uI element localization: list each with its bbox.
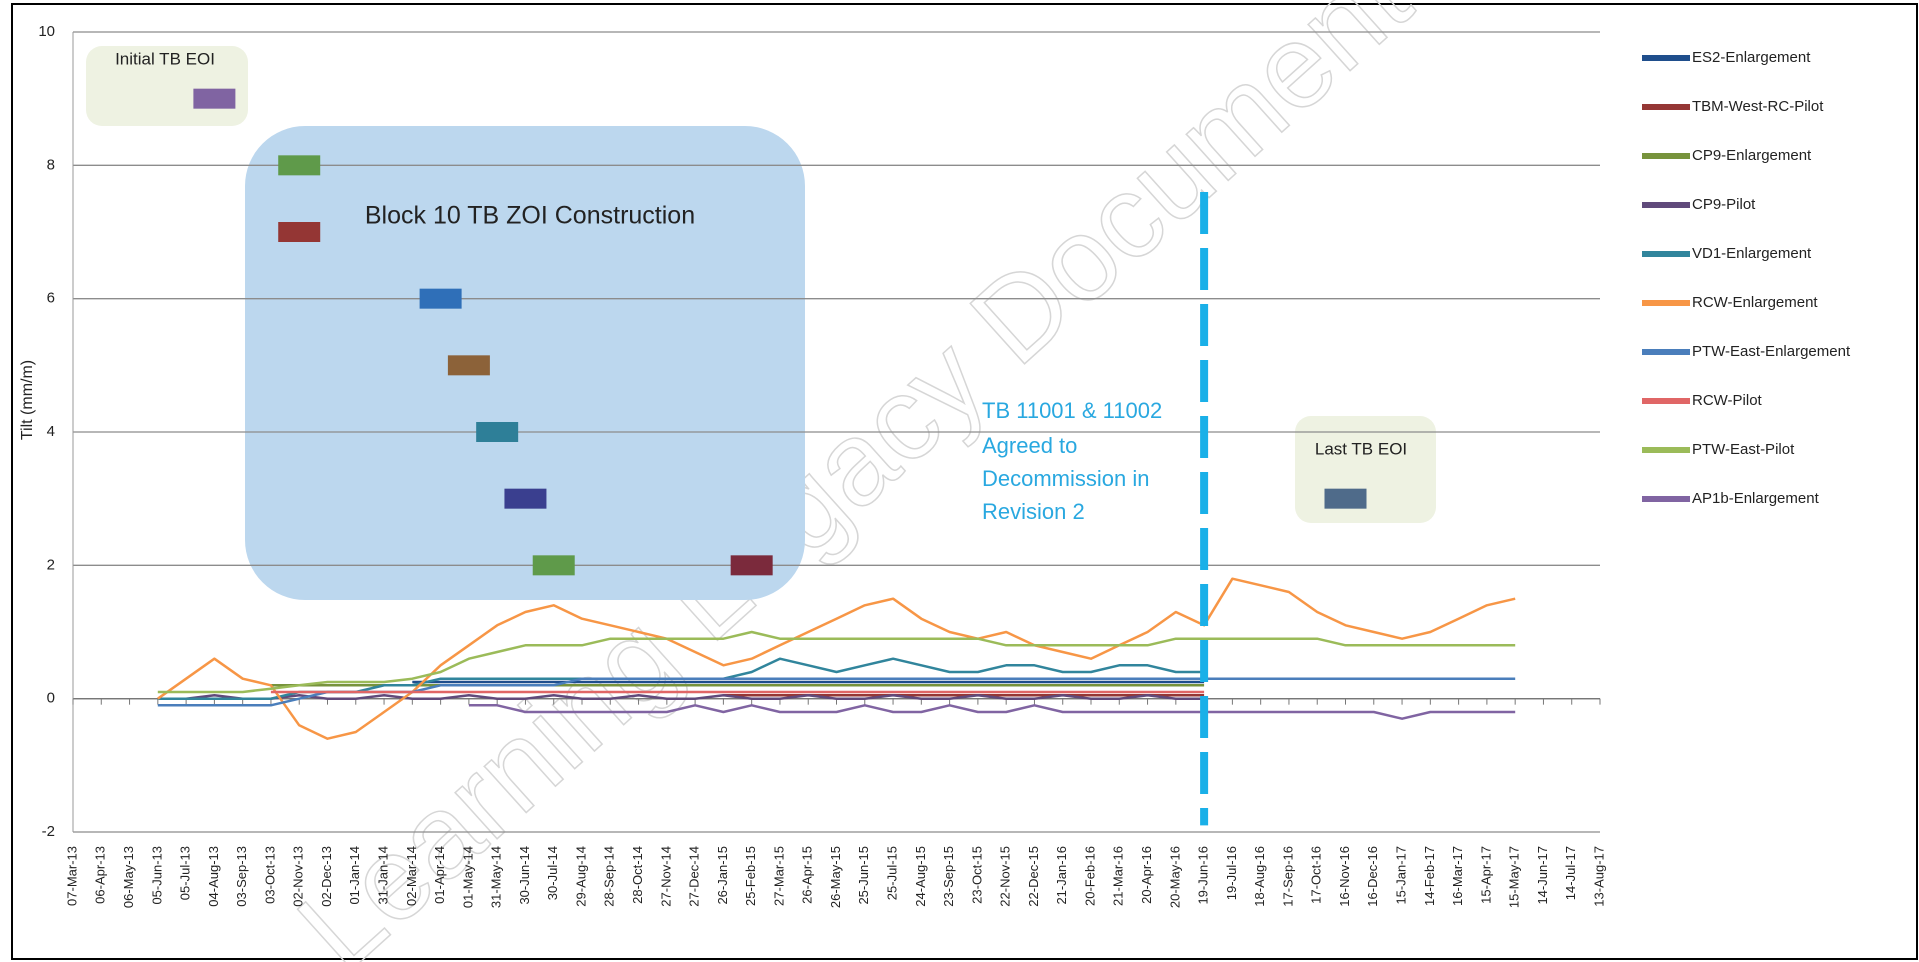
event-marker	[1324, 488, 1367, 509]
x-tick-label: 23-Sep-15	[941, 846, 956, 907]
event-marker	[193, 88, 236, 109]
x-tick-label: 22-Nov-15	[998, 846, 1013, 907]
x-tick-label: 16-Nov-16	[1337, 846, 1352, 907]
legend-label: RCW-Pilot	[1692, 392, 1763, 409]
x-tick-label: 14-Jun-17	[1535, 846, 1550, 905]
y-tick-label: -2	[42, 823, 55, 840]
x-tick-label: 20-May-16	[1167, 846, 1182, 908]
x-tick-label: 30-Jul-14	[545, 846, 560, 900]
x-tick-label: 19-Jul-16	[1224, 846, 1239, 900]
x-tick-label: 01-Jan-14	[347, 846, 362, 905]
y-tick-label: 6	[47, 290, 55, 307]
annotation: Revision 2	[982, 499, 1085, 524]
lines-layer	[157, 577, 1516, 740]
legend-label: VD1-Enlargement	[1692, 245, 1812, 262]
x-tick-label: 27-Nov-14	[658, 846, 673, 907]
x-tick-label: 16-Dec-16	[1365, 846, 1380, 907]
x-tick-label: 16-Mar-17	[1450, 846, 1465, 906]
x-tick-label: 21-Jan-16	[1054, 846, 1069, 905]
x-tick-label: 26-May-15	[828, 846, 843, 908]
x-tick-label: 26-Jan-15	[715, 846, 730, 905]
x-tick-label: 24-Aug-15	[913, 846, 928, 907]
annotation: Initial TB EOI	[115, 49, 215, 68]
x-tick-label: 25-Jul-15	[884, 846, 899, 900]
event-marker	[532, 555, 575, 576]
event-marker	[419, 288, 462, 309]
x-tick-label: 21-Mar-16	[1111, 846, 1126, 906]
y-tick-label: 2	[47, 556, 55, 573]
x-tick-label: 05-Jun-13	[149, 846, 164, 905]
x-tick-label: 19-Jun-16	[1196, 846, 1211, 905]
x-tick-label: 18-Aug-16	[1252, 846, 1267, 907]
legend-label: TBM-West-RC-Pilot	[1692, 98, 1824, 115]
x-tick-label: 02-Dec-13	[319, 846, 334, 907]
x-tick-label: 17-Oct-16	[1309, 846, 1324, 904]
x-tick-label: 26-Apr-15	[800, 846, 815, 904]
legend-label: PTW-East-Pilot	[1692, 441, 1795, 458]
x-tick-label: 30-Jun-14	[517, 846, 532, 905]
y-axis-label: Tilt (mm/m)	[19, 360, 36, 440]
annotation: Last TB EOI	[1315, 439, 1407, 458]
y-tick-label: 4	[47, 423, 55, 440]
legend-label: CP9-Enlargement	[1692, 147, 1812, 164]
x-tick-label: 29-Aug-14	[573, 846, 588, 907]
event-marker	[730, 555, 773, 576]
x-tick-label: 01-May-14	[460, 846, 475, 908]
x-tick-label: 14-Feb-17	[1422, 846, 1437, 906]
legend-label: ES2-Enlargement	[1692, 49, 1811, 66]
event-marker	[447, 355, 490, 376]
event-marker	[278, 222, 321, 242]
x-tick-label: 22-Dec-15	[1026, 846, 1041, 907]
legend-label: RCW-Enlargement	[1692, 294, 1818, 311]
legend-label: CP9-Pilot	[1692, 196, 1756, 213]
y-tick-label: 10	[38, 23, 55, 40]
x-tick-label: 02-Mar-14	[404, 846, 419, 906]
annotation: Agreed to	[982, 433, 1077, 458]
x-tick-label: 02-Nov-13	[291, 846, 306, 907]
series-line	[468, 704, 1516, 720]
series-line	[157, 577, 1516, 740]
x-tick-label: 06-May-13	[121, 846, 136, 908]
x-tick-label: 25-Feb-15	[743, 846, 758, 906]
x-tick-label: 15-May-17	[1507, 846, 1522, 908]
annotation-box	[245, 126, 805, 600]
x-tick-label: 27-Dec-14	[687, 846, 702, 907]
x-tick-label: 14-Jul-17	[1563, 846, 1578, 900]
x-tick-label: 17-Sep-16	[1280, 846, 1295, 907]
legend-label: PTW-East-Enlargement	[1692, 343, 1851, 360]
x-tick-label: 28-Oct-14	[630, 846, 645, 904]
x-tick-label: 07-Mar-13	[64, 846, 79, 906]
annotation: Block 10 TB ZOI Construction	[365, 202, 695, 230]
series-line	[157, 630, 1516, 694]
x-tick-label: 31-May-14	[489, 846, 504, 908]
y-tick-label: 8	[47, 156, 55, 173]
x-tick-label: 27-Mar-15	[771, 846, 786, 906]
event-marker	[476, 422, 519, 442]
x-tick-label: 13-Aug-17	[1591, 846, 1606, 907]
x-tick-label: 03-Oct-13	[262, 846, 277, 904]
x-tick-label: 25-Jun-15	[856, 846, 871, 905]
series-line	[157, 694, 1205, 700]
x-tick-label: 23-Oct-15	[969, 846, 984, 904]
legend-label: AP1b-Enlargement	[1692, 490, 1820, 507]
event-marker	[504, 488, 547, 509]
x-tick-label: 28-Sep-14	[602, 846, 617, 907]
x-tick-label: 04-Aug-13	[206, 846, 221, 907]
x-tick-label: 06-Apr-13	[93, 846, 108, 904]
x-tick-label: 01-Apr-14	[432, 846, 447, 904]
x-tick-label: 05-Jul-13	[178, 846, 193, 900]
x-tick-label: 31-Jan-14	[375, 846, 390, 905]
x-tick-label: 20-Apr-16	[1139, 846, 1154, 904]
x-tick-label: 20-Feb-16	[1082, 846, 1097, 906]
y-tick-label: 0	[47, 690, 55, 707]
x-tick-label: 03-Sep-13	[234, 846, 249, 907]
annotation: TB 11001 & 11002	[982, 398, 1162, 423]
annotation: Decommission in	[982, 466, 1150, 491]
x-tick-label: 15-Apr-17	[1478, 846, 1493, 904]
event-marker	[278, 155, 321, 176]
x-tick-label: 15-Jan-17	[1393, 846, 1408, 905]
